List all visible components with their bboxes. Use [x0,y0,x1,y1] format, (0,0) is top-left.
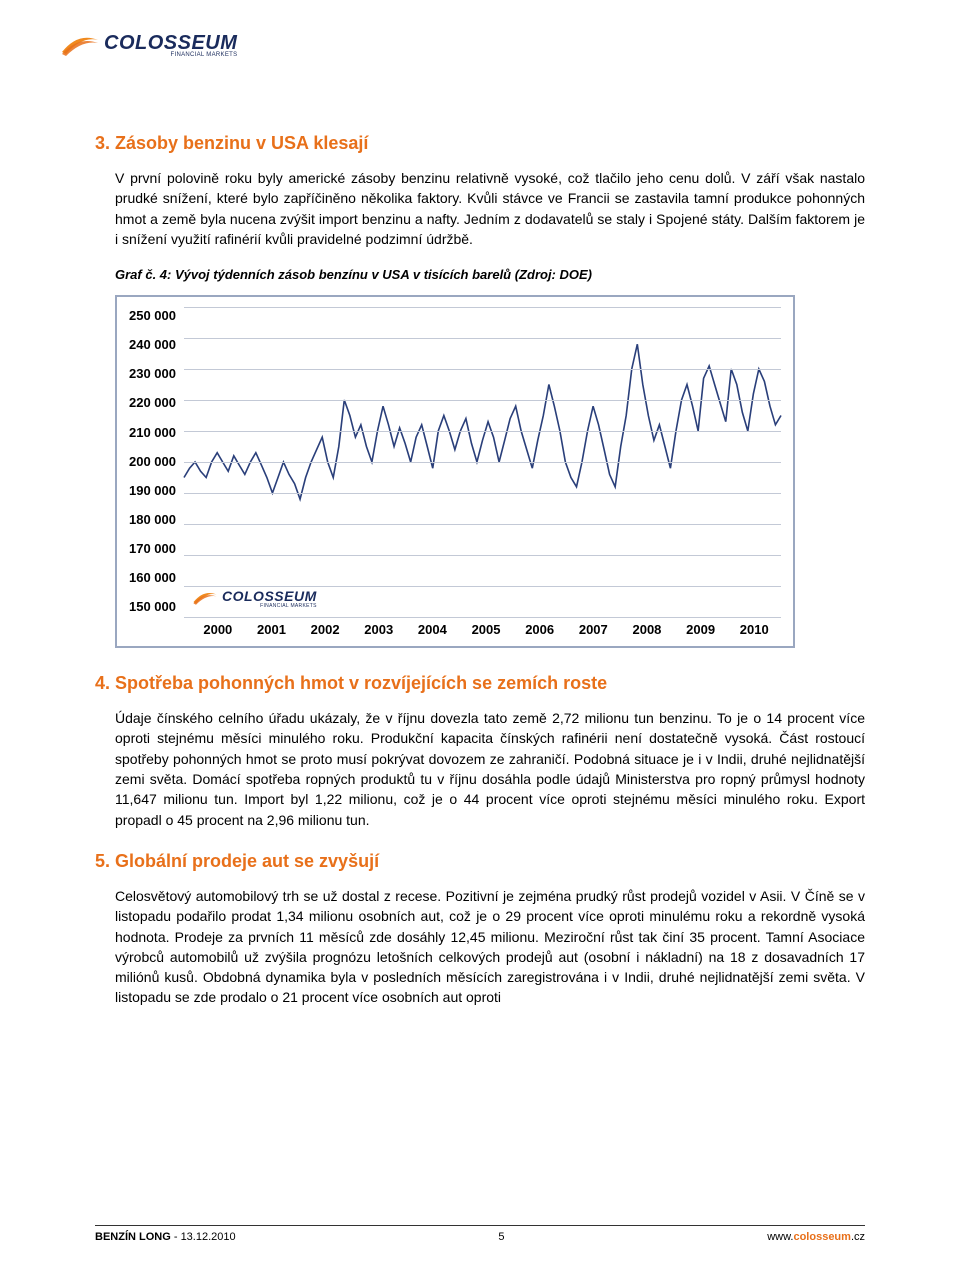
chart-caption: Graf č. 4: Vývoj týdenních zásob benzínu… [115,266,865,285]
x-tick-label: 2000 [191,621,245,640]
watermark-name: COLOSSEUM [222,590,317,603]
gridline [184,493,781,494]
y-tick-label: 170 000 [129,540,176,559]
page-footer: BENZÍN LONG - 13.12.2010 5 www.colosseum… [95,1225,865,1246]
logo-swoosh-icon [192,588,218,611]
document-page: COLOSSEUM FINANCIAL MARKETS 3. Zásoby be… [0,0,960,1271]
footer-url-suffix: .cz [851,1231,865,1243]
chart-y-axis: 250 000 240 000 230 000 220 000 210 000 200 0… [129,307,184,617]
y-tick-label: 180 000 [129,511,176,530]
line-chart: 250 000 240 000 230 000 220 000 210 000 200 0… [115,295,795,648]
gridline [184,617,781,618]
y-tick-label: 190 000 [129,482,176,501]
x-tick-label: 2001 [245,621,299,640]
y-tick-label: 230 000 [129,365,176,384]
chart-x-axis: 2000200120022003200420052006200720082009… [191,621,781,640]
footer-date: 13.12.2010 [181,1231,236,1243]
gridline [184,369,781,370]
chart-plot-area: COLOSSEUM FINANCIAL MARKETS [184,307,781,617]
footer-left: BENZÍN LONG - 13.12.2010 [95,1230,236,1246]
y-tick-label: 250 000 [129,307,176,326]
gridline [184,307,781,308]
section-5-paragraph: Celosvětový automobilový trh se už dosta… [115,886,865,1008]
header-logo: COLOSSEUM FINANCIAL MARKETS [60,30,237,63]
y-tick-label: 220 000 [129,394,176,413]
gridline [184,338,781,339]
x-tick-label: 2002 [298,621,352,640]
logo-swoosh-icon [60,30,100,63]
x-tick-label: 2003 [352,621,406,640]
gridline [184,555,781,556]
section-3-heading: 3. Zásoby benzinu v USA klesají [95,130,865,156]
gridline [184,431,781,432]
x-tick-label: 2006 [513,621,567,640]
section-4-heading: 4. Spotřeba pohonných hmot v rozvíjející… [95,670,865,696]
footer-url-prefix: www. [767,1231,793,1243]
gridline [184,524,781,525]
content-area: 3. Zásoby benzinu v USA klesají V první … [95,20,865,1008]
logo-tagline: FINANCIAL MARKETS [104,53,237,58]
x-tick-label: 2010 [727,621,781,640]
x-tick-label: 2007 [566,621,620,640]
y-tick-label: 240 000 [129,336,176,355]
section-3-paragraph: V první polovině roku byly americké záso… [115,168,865,249]
y-tick-label: 160 000 [129,569,176,588]
footer-url-accent: colosseum [793,1231,850,1243]
y-tick-label: 200 000 [129,453,176,472]
gridline [184,400,781,401]
gridline [184,462,781,463]
section-4-paragraph: Údaje čínského celního úřadu ukázaly, že… [115,708,865,830]
y-tick-label: 150 000 [129,598,176,617]
footer-dash: - [171,1231,181,1243]
footer-doc-title: BENZÍN LONG [95,1231,171,1243]
x-tick-label: 2005 [459,621,513,640]
watermark-tagline: FINANCIAL MARKETS [222,604,317,609]
logo-name: COLOSSEUM [104,34,237,52]
y-tick-label: 210 000 [129,424,176,443]
footer-page-number: 5 [498,1230,504,1246]
x-tick-label: 2008 [620,621,674,640]
x-tick-label: 2009 [674,621,728,640]
gridline [184,586,781,587]
footer-url: www.colosseum.cz [767,1230,865,1246]
chart-watermark-logo: COLOSSEUM FINANCIAL MARKETS [192,588,317,611]
section-5-heading: 5. Globální prodeje aut se zvyšují [95,848,865,874]
chart-line-series [184,344,781,499]
x-tick-label: 2004 [406,621,460,640]
